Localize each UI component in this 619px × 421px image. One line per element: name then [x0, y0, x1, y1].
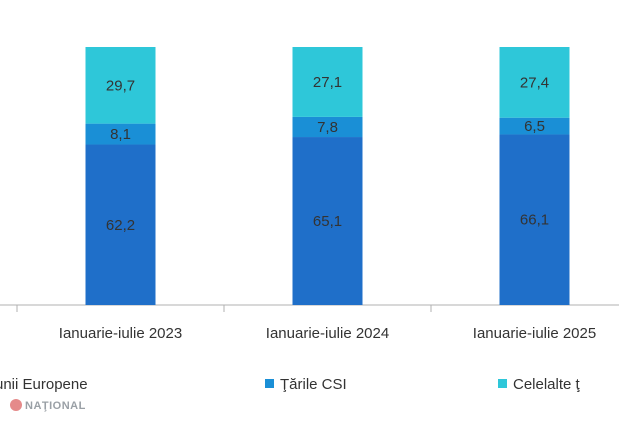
- watermark-logo: NAŢIONAL: [10, 399, 86, 412]
- data-label-others-3: 27,4: [520, 74, 549, 91]
- legend-swatch-csi: [265, 379, 274, 388]
- x-tick-label-3: Ianuarie-iulie 2025: [473, 325, 596, 342]
- legend: unii Europene Ţările CSI Celelalte ţ: [0, 376, 619, 400]
- bar-eu-3: [499, 134, 570, 305]
- data-label-eu-2: 65,1: [313, 213, 342, 230]
- bar-others-2: [292, 47, 363, 117]
- legend-swatch-others: [498, 379, 507, 388]
- legend-item-csi: Ţările CSI: [265, 376, 347, 393]
- legend-item-others: Celelalte ţ: [498, 376, 580, 393]
- legend-item-eu: unii Europene: [0, 376, 88, 393]
- data-label-others-2: 27,1: [313, 74, 342, 91]
- data-label-csi-3: 6,5: [524, 118, 545, 135]
- data-label-eu-3: 66,1: [520, 212, 549, 229]
- bar-csi-1: [85, 123, 156, 145]
- bar-others-1: [85, 47, 156, 124]
- x-tick-labels: Ianuarie-iulie 2023 Ianuarie-iulie 2024 Ia…: [59, 325, 596, 342]
- data-label-csi-2: 7,8: [317, 119, 338, 136]
- legend-label-others: Celelalte ţ: [513, 376, 580, 393]
- data-label-csi-1: 8,1: [110, 126, 131, 143]
- logo-mark-icon: [10, 399, 22, 411]
- bar-eu-2: [292, 137, 363, 305]
- legend-label-csi: Ţările CSI: [280, 376, 347, 393]
- bar-csi-3: [499, 117, 570, 135]
- data-label-eu-1: 62,2: [106, 217, 135, 234]
- bar-csi-2: [292, 116, 363, 138]
- x-tick-label-2: Ianuarie-iulie 2024: [266, 325, 389, 342]
- bars-group: 62,2 8,1 29,7 65,1 7,8 27,1 66,1 6,5 27,4: [85, 47, 570, 305]
- legend-label-eu: unii Europene: [0, 376, 88, 393]
- bar-others-3: [499, 47, 570, 118]
- watermark-text: NAŢIONAL: [25, 400, 86, 412]
- data-label-others-1: 29,7: [106, 77, 135, 94]
- bar-eu-1: [85, 144, 156, 305]
- x-tick-label-1: Ianuarie-iulie 2023: [59, 325, 182, 342]
